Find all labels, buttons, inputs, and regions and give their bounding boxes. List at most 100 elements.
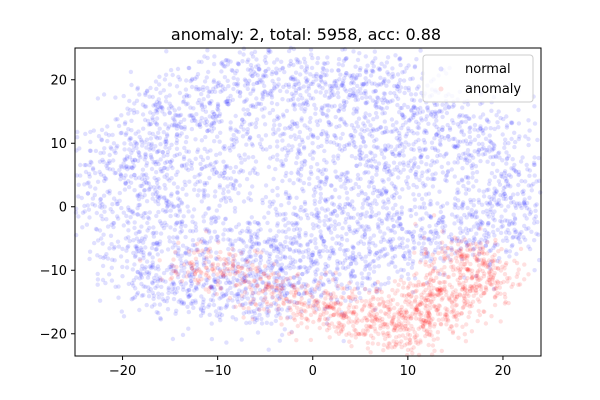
point-normal [296, 97, 301, 102]
point-normal [171, 181, 177, 186]
point-normal [502, 141, 508, 146]
points-layer [73, 45, 543, 358]
point-normal [129, 82, 134, 88]
point-normal [450, 118, 455, 123]
point-normal [360, 280, 365, 286]
point-normal [156, 176, 161, 182]
point-normal [506, 204, 511, 209]
point-normal [406, 88, 412, 93]
point-normal [245, 107, 250, 113]
point-normal [117, 198, 122, 203]
point-normal [404, 66, 409, 71]
point-normal [299, 118, 304, 123]
point-normal [176, 106, 182, 111]
point-anomaly [223, 260, 229, 266]
point-normal [363, 80, 368, 85]
point-normal [357, 51, 362, 56]
point-normal [148, 121, 153, 127]
point-anomaly [339, 295, 344, 300]
point-normal [184, 134, 189, 140]
point-normal [163, 160, 168, 166]
point-anomaly [218, 249, 223, 255]
point-anomaly [430, 343, 436, 348]
point-normal [369, 81, 375, 86]
point-normal [279, 159, 284, 164]
point-normal [404, 244, 410, 249]
point-normal [456, 153, 462, 158]
point-normal [504, 125, 510, 130]
point-normal [313, 237, 318, 242]
point-normal [231, 86, 236, 92]
point-anomaly [440, 229, 445, 234]
point-normal [140, 112, 146, 117]
point-normal [422, 128, 427, 133]
point-normal [405, 104, 411, 110]
point-normal [194, 85, 199, 90]
point-normal [323, 214, 329, 219]
point-normal [430, 109, 435, 115]
point-normal [343, 57, 348, 62]
point-normal [133, 158, 138, 163]
point-normal [268, 228, 273, 233]
point-normal [123, 180, 128, 185]
point-anomaly [446, 296, 451, 302]
point-normal [190, 219, 195, 224]
point-normal [488, 139, 493, 144]
point-normal [94, 210, 100, 216]
point-normal [505, 218, 510, 223]
point-normal [391, 74, 396, 79]
point-normal [416, 192, 422, 198]
point-normal [228, 59, 233, 64]
point-normal [170, 123, 175, 128]
point-anomaly [287, 305, 293, 310]
point-normal [323, 197, 328, 202]
point-normal [113, 95, 118, 100]
point-anomaly [385, 325, 390, 330]
point-normal [527, 195, 532, 200]
point-normal [154, 122, 160, 127]
point-normal [243, 78, 248, 84]
point-anomaly [464, 322, 469, 327]
point-normal [182, 145, 187, 151]
point-normal [224, 163, 230, 169]
point-normal [301, 189, 306, 194]
point-normal [369, 163, 374, 169]
point-normal [184, 92, 189, 98]
point-normal [177, 151, 182, 157]
point-normal [413, 105, 418, 111]
point-normal [325, 55, 330, 60]
point-anomaly [475, 297, 481, 302]
point-normal [130, 148, 136, 153]
point-normal [247, 320, 252, 325]
point-normal [322, 157, 327, 163]
point-normal [310, 141, 315, 146]
point-normal [145, 220, 150, 226]
point-normal [127, 147, 132, 152]
point-normal [143, 245, 148, 250]
point-anomaly [406, 292, 411, 297]
point-normal [97, 298, 103, 303]
point-anomaly [228, 252, 233, 257]
point-anomaly [454, 317, 460, 322]
point-normal [248, 254, 254, 259]
point-normal [407, 117, 412, 123]
point-normal [392, 83, 397, 89]
point-normal [380, 107, 385, 112]
point-normal [167, 178, 172, 183]
point-normal [249, 66, 255, 71]
point-normal [119, 130, 124, 135]
point-normal [153, 144, 158, 149]
point-normal [126, 207, 131, 213]
point-normal [383, 252, 388, 258]
point-normal [191, 115, 196, 120]
point-anomaly [445, 246, 450, 251]
point-normal [487, 138, 492, 144]
point-normal [381, 95, 387, 101]
point-normal [151, 160, 156, 165]
point-normal [105, 161, 110, 166]
point-normal [524, 205, 530, 211]
point-anomaly [203, 260, 208, 265]
point-anomaly [185, 270, 191, 275]
point-normal [174, 146, 180, 151]
point-normal [372, 138, 377, 144]
